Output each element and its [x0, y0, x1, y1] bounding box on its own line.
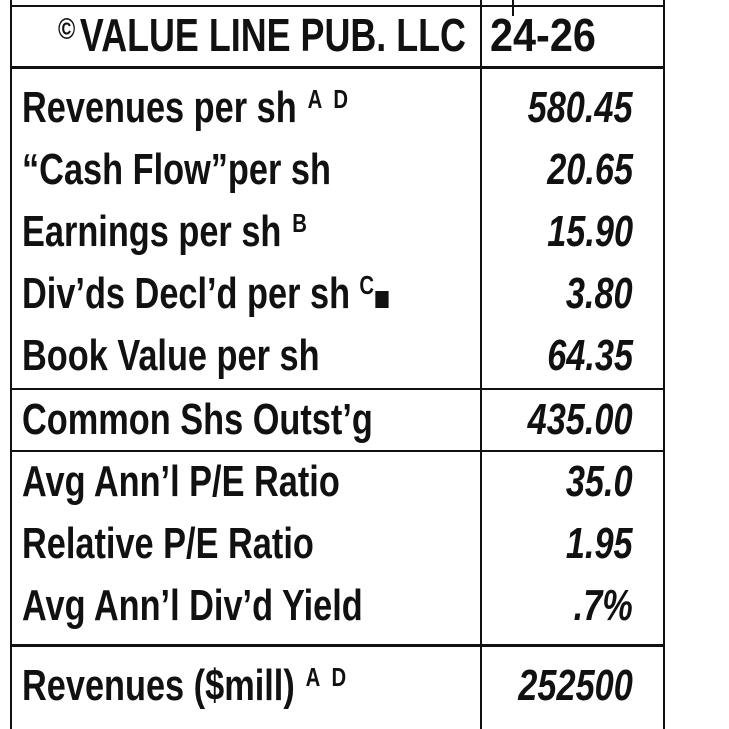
header-tick	[512, 0, 514, 16]
row-revenues-mill-label: Revenues ($mill) A D	[22, 661, 350, 710]
period-header: 24-26	[490, 6, 608, 64]
row-cash-flow-value: 20.65	[547, 145, 633, 194]
row-pe-ratio-value: 35.0	[566, 457, 633, 506]
row-relative-pe-value: 1.95	[566, 519, 633, 568]
row-revenues-mill-value: 252500	[518, 661, 633, 710]
group-rule-2	[10, 450, 665, 452]
row-revenues-per-sh-value: 580.45	[528, 83, 633, 132]
row-dividends-label: Div’ds Decl’d per sh C	[22, 266, 492, 322]
footnote-marker: A D	[307, 84, 352, 114]
group-rule-3	[10, 644, 665, 647]
row-common-shares-label: Common Shs Outst’g	[22, 395, 373, 444]
row-relative-pe-label: Relative P/E Ratio	[22, 519, 314, 568]
copyright-symbol: ©	[58, 13, 76, 46]
right-border	[663, 0, 665, 729]
period-label: 24-26	[490, 9, 596, 61]
row-pe-ratio-label: Avg Ann’l P/E Ratio	[22, 457, 340, 506]
left-border	[10, 0, 12, 729]
header-rule	[10, 66, 665, 69]
row-cash-flow-label: “Cash Flow”per sh	[22, 145, 331, 194]
row-earnings-value: 15.90	[547, 207, 633, 256]
row-book-value-value: 64.35	[547, 331, 633, 380]
row-div-yield-value: .7%	[573, 581, 633, 630]
group-rule-1	[10, 388, 665, 390]
row-earnings-label: Earnings per sh B	[22, 207, 311, 256]
footnote-marker: C	[359, 270, 375, 300]
row-div-yield-label: Avg Ann’l Div’d Yield	[22, 581, 363, 630]
footnote-marker: B	[292, 208, 311, 238]
publisher-header: © VALUE LINE PUB. LLC	[58, 6, 581, 64]
row-book-value-label: Book Value per sh	[22, 331, 320, 380]
footnote-marker: A D	[305, 662, 350, 692]
square-marker-icon	[375, 291, 389, 308]
row-common-shares-value: 435.00	[528, 395, 633, 444]
row-dividends-value: 3.80	[566, 269, 633, 318]
publisher-name: VALUE LINE PUB. LLC	[79, 9, 466, 61]
row-revenues-per-sh-label: Revenues per sh A D	[22, 83, 352, 132]
top-rule	[10, 5, 665, 7]
column-divider	[480, 0, 482, 729]
